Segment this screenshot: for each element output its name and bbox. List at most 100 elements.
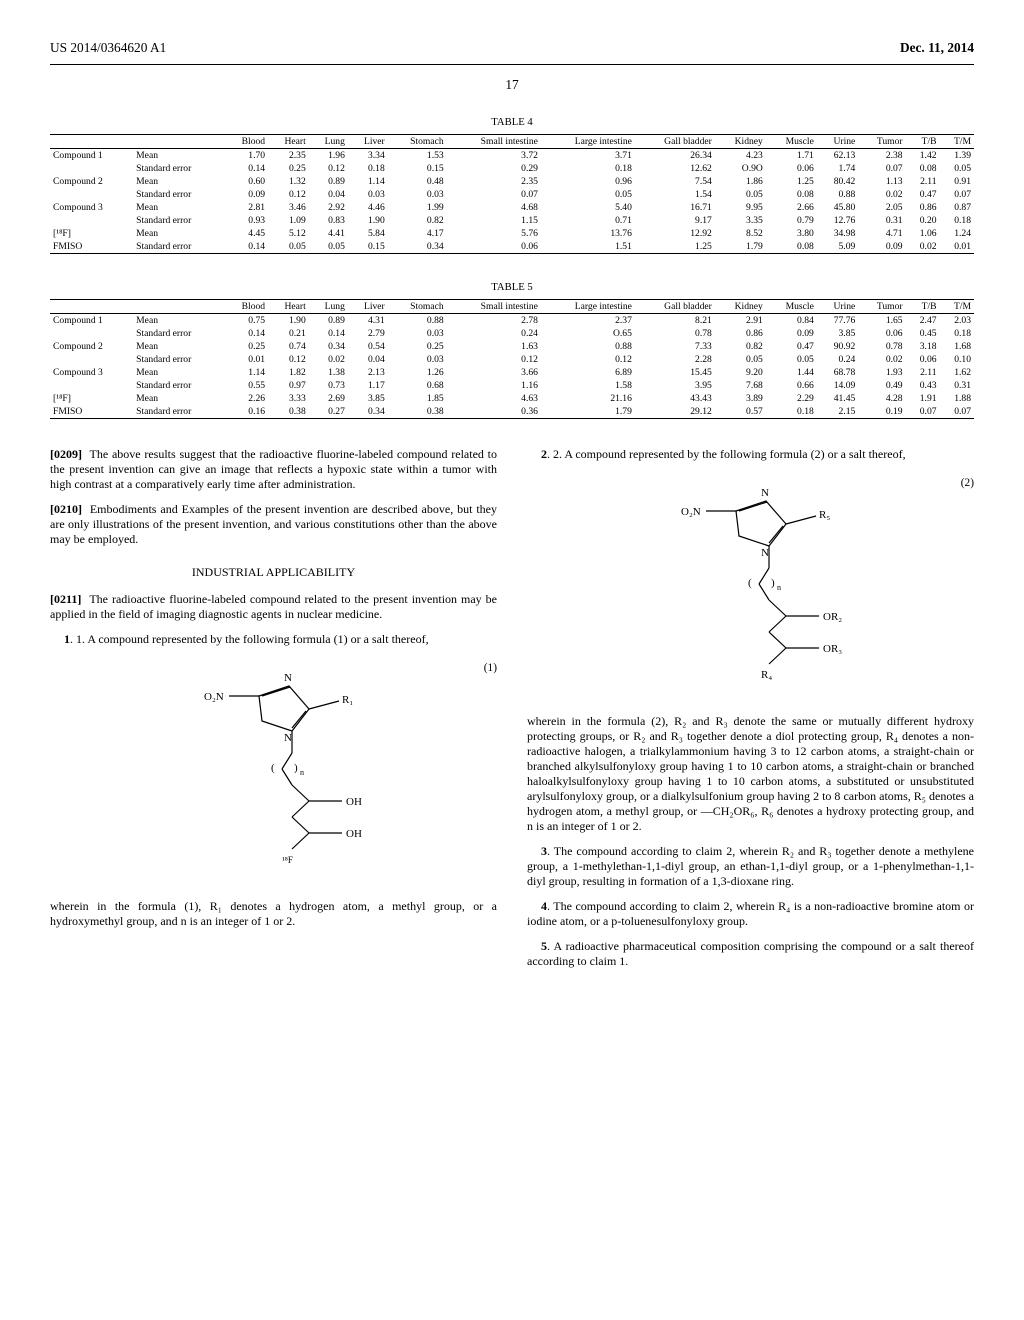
- table-cell: 0.88: [541, 340, 635, 353]
- table-row: [¹⁸F]Mean2.263.332.693.851.854.6321.1643…: [50, 392, 974, 405]
- table-cell: 1.88: [940, 392, 974, 405]
- table-cell: 0.06: [906, 353, 940, 366]
- table-cell: Standard error: [133, 240, 224, 254]
- table-cell: Standard error: [133, 327, 224, 340]
- claim-1-wherein: wherein in the formula (1), R₁ denotes a…: [50, 899, 497, 929]
- table-cell: 3.72: [447, 149, 541, 163]
- table-cell: [50, 353, 133, 366]
- table-cell: 5.09: [817, 240, 858, 254]
- svg-text:(: (: [271, 762, 275, 774]
- svg-text:O₂N: O₂N: [204, 691, 224, 703]
- table-cell: 2.11: [906, 175, 940, 188]
- table-cell: 1.54: [635, 188, 715, 201]
- table-row: Standard error0.140.210.142.790.030.24O.…: [50, 327, 974, 340]
- page-number: 17: [50, 77, 974, 93]
- table-cell: 1.13: [858, 175, 905, 188]
- claim-2-lead: 2. 2. A compound represented by the foll…: [527, 447, 974, 462]
- table-cell: 2.26: [224, 392, 268, 405]
- table-cell: 0.05: [541, 188, 635, 201]
- table-cell: 0.31: [940, 379, 974, 392]
- table-cell: 0.15: [388, 162, 447, 175]
- table-cell: Mean: [133, 392, 224, 405]
- table-4: TABLE 4 Blood Heart Lung Liver Stomach S…: [50, 117, 974, 254]
- table-cell: 1.26: [388, 366, 447, 379]
- para-num: [0211]: [50, 592, 81, 606]
- table-cell: 0.27: [309, 405, 348, 419]
- header-rule: [50, 64, 974, 65]
- table-cell: 1.79: [715, 240, 766, 254]
- table-cell: 1.71: [766, 149, 817, 163]
- svg-text:): ): [294, 762, 298, 774]
- table-row: [¹⁸F]Mean4.455.124.415.844.175.7613.7612…: [50, 227, 974, 240]
- table-cell: 8.21: [635, 314, 715, 328]
- svg-text:N: N: [761, 547, 769, 559]
- table-cell: 12.76: [817, 214, 858, 227]
- table-cell: FMISO: [50, 405, 133, 419]
- table-cell: 2.81: [224, 201, 268, 214]
- table-cell: 0.03: [388, 353, 447, 366]
- table-cell: 2.35: [268, 149, 309, 163]
- table-cell: 2.29: [766, 392, 817, 405]
- table-cell: 3.71: [541, 149, 635, 163]
- table-cell: 4.31: [348, 314, 388, 328]
- table-cell: 0.05: [715, 188, 766, 201]
- table-cell: 0.07: [940, 405, 974, 419]
- table-cell: 0.07: [447, 188, 541, 201]
- table-cell: Compound 2: [50, 340, 133, 353]
- table-cell: 0.78: [858, 340, 905, 353]
- table-cell: 0.06: [766, 162, 817, 175]
- table-row: Standard error0.931.090.831.900.821.150.…: [50, 214, 974, 227]
- table-row: Standard error0.010.120.020.040.030.120.…: [50, 353, 974, 366]
- table-cell: 0.08: [906, 162, 940, 175]
- table-cell: 8.52: [715, 227, 766, 240]
- table-cell: 0.93: [224, 214, 268, 227]
- table-cell: 0.83: [309, 214, 348, 227]
- table-cell: 62.13: [817, 149, 858, 163]
- table-cell: 2.78: [447, 314, 541, 328]
- formula-2: (2): [527, 476, 974, 700]
- table-cell: 0.74: [268, 340, 309, 353]
- table-cell: 0.04: [348, 353, 388, 366]
- table-cell: 4.46: [348, 201, 388, 214]
- table-cell: 0.18: [348, 162, 388, 175]
- table-cell: Mean: [133, 314, 224, 328]
- table-cell: 0.38: [268, 405, 309, 419]
- table-cell: Mean: [133, 366, 224, 379]
- table-cell: Mean: [133, 201, 224, 214]
- table-cell: 4.41: [309, 227, 348, 240]
- table-row: Compound 2Mean0.601.320.891.140.482.350.…: [50, 175, 974, 188]
- table-cell: [50, 327, 133, 340]
- table-cell: 1.09: [268, 214, 309, 227]
- table-cell: 14.09: [817, 379, 858, 392]
- table-4-caption: TABLE 4: [50, 117, 974, 134]
- table-cell: 0.07: [906, 405, 940, 419]
- table-cell: 3.95: [635, 379, 715, 392]
- table-cell: 5.84: [348, 227, 388, 240]
- table-cell: [¹⁸F]: [50, 227, 133, 240]
- table-cell: 0.48: [388, 175, 447, 188]
- table-cell: FMISO: [50, 240, 133, 254]
- table-cell: 0.02: [906, 240, 940, 254]
- table-cell: 0.06: [858, 327, 905, 340]
- table-cell: 3.85: [348, 392, 388, 405]
- table-cell: Compound 1: [50, 149, 133, 163]
- table-cell: 0.86: [715, 327, 766, 340]
- table-cell: 2.05: [858, 201, 905, 214]
- svg-text:R₄: R₄: [761, 669, 772, 681]
- table-cell: 0.05: [766, 353, 817, 366]
- table-cell: Compound 3: [50, 366, 133, 379]
- table-cell: 0.14: [309, 327, 348, 340]
- claim-2-wherein: wherein in the formula (2), R₂ and R₃ de…: [527, 714, 974, 834]
- table-cell: 0.20: [906, 214, 940, 227]
- table-cell: 0.03: [388, 188, 447, 201]
- table-cell: 0.12: [447, 353, 541, 366]
- table-cell: 0.31: [858, 214, 905, 227]
- table-row: Compound 2Mean0.250.740.340.540.251.630.…: [50, 340, 974, 353]
- table-cell: [50, 188, 133, 201]
- table-cell: 0.07: [858, 162, 905, 175]
- para-num: [0209]: [50, 447, 82, 461]
- table-cell: 1.14: [224, 366, 268, 379]
- table-cell: O.9O: [715, 162, 766, 175]
- table-cell: 0.88: [817, 188, 858, 201]
- table-cell: 0.06: [447, 240, 541, 254]
